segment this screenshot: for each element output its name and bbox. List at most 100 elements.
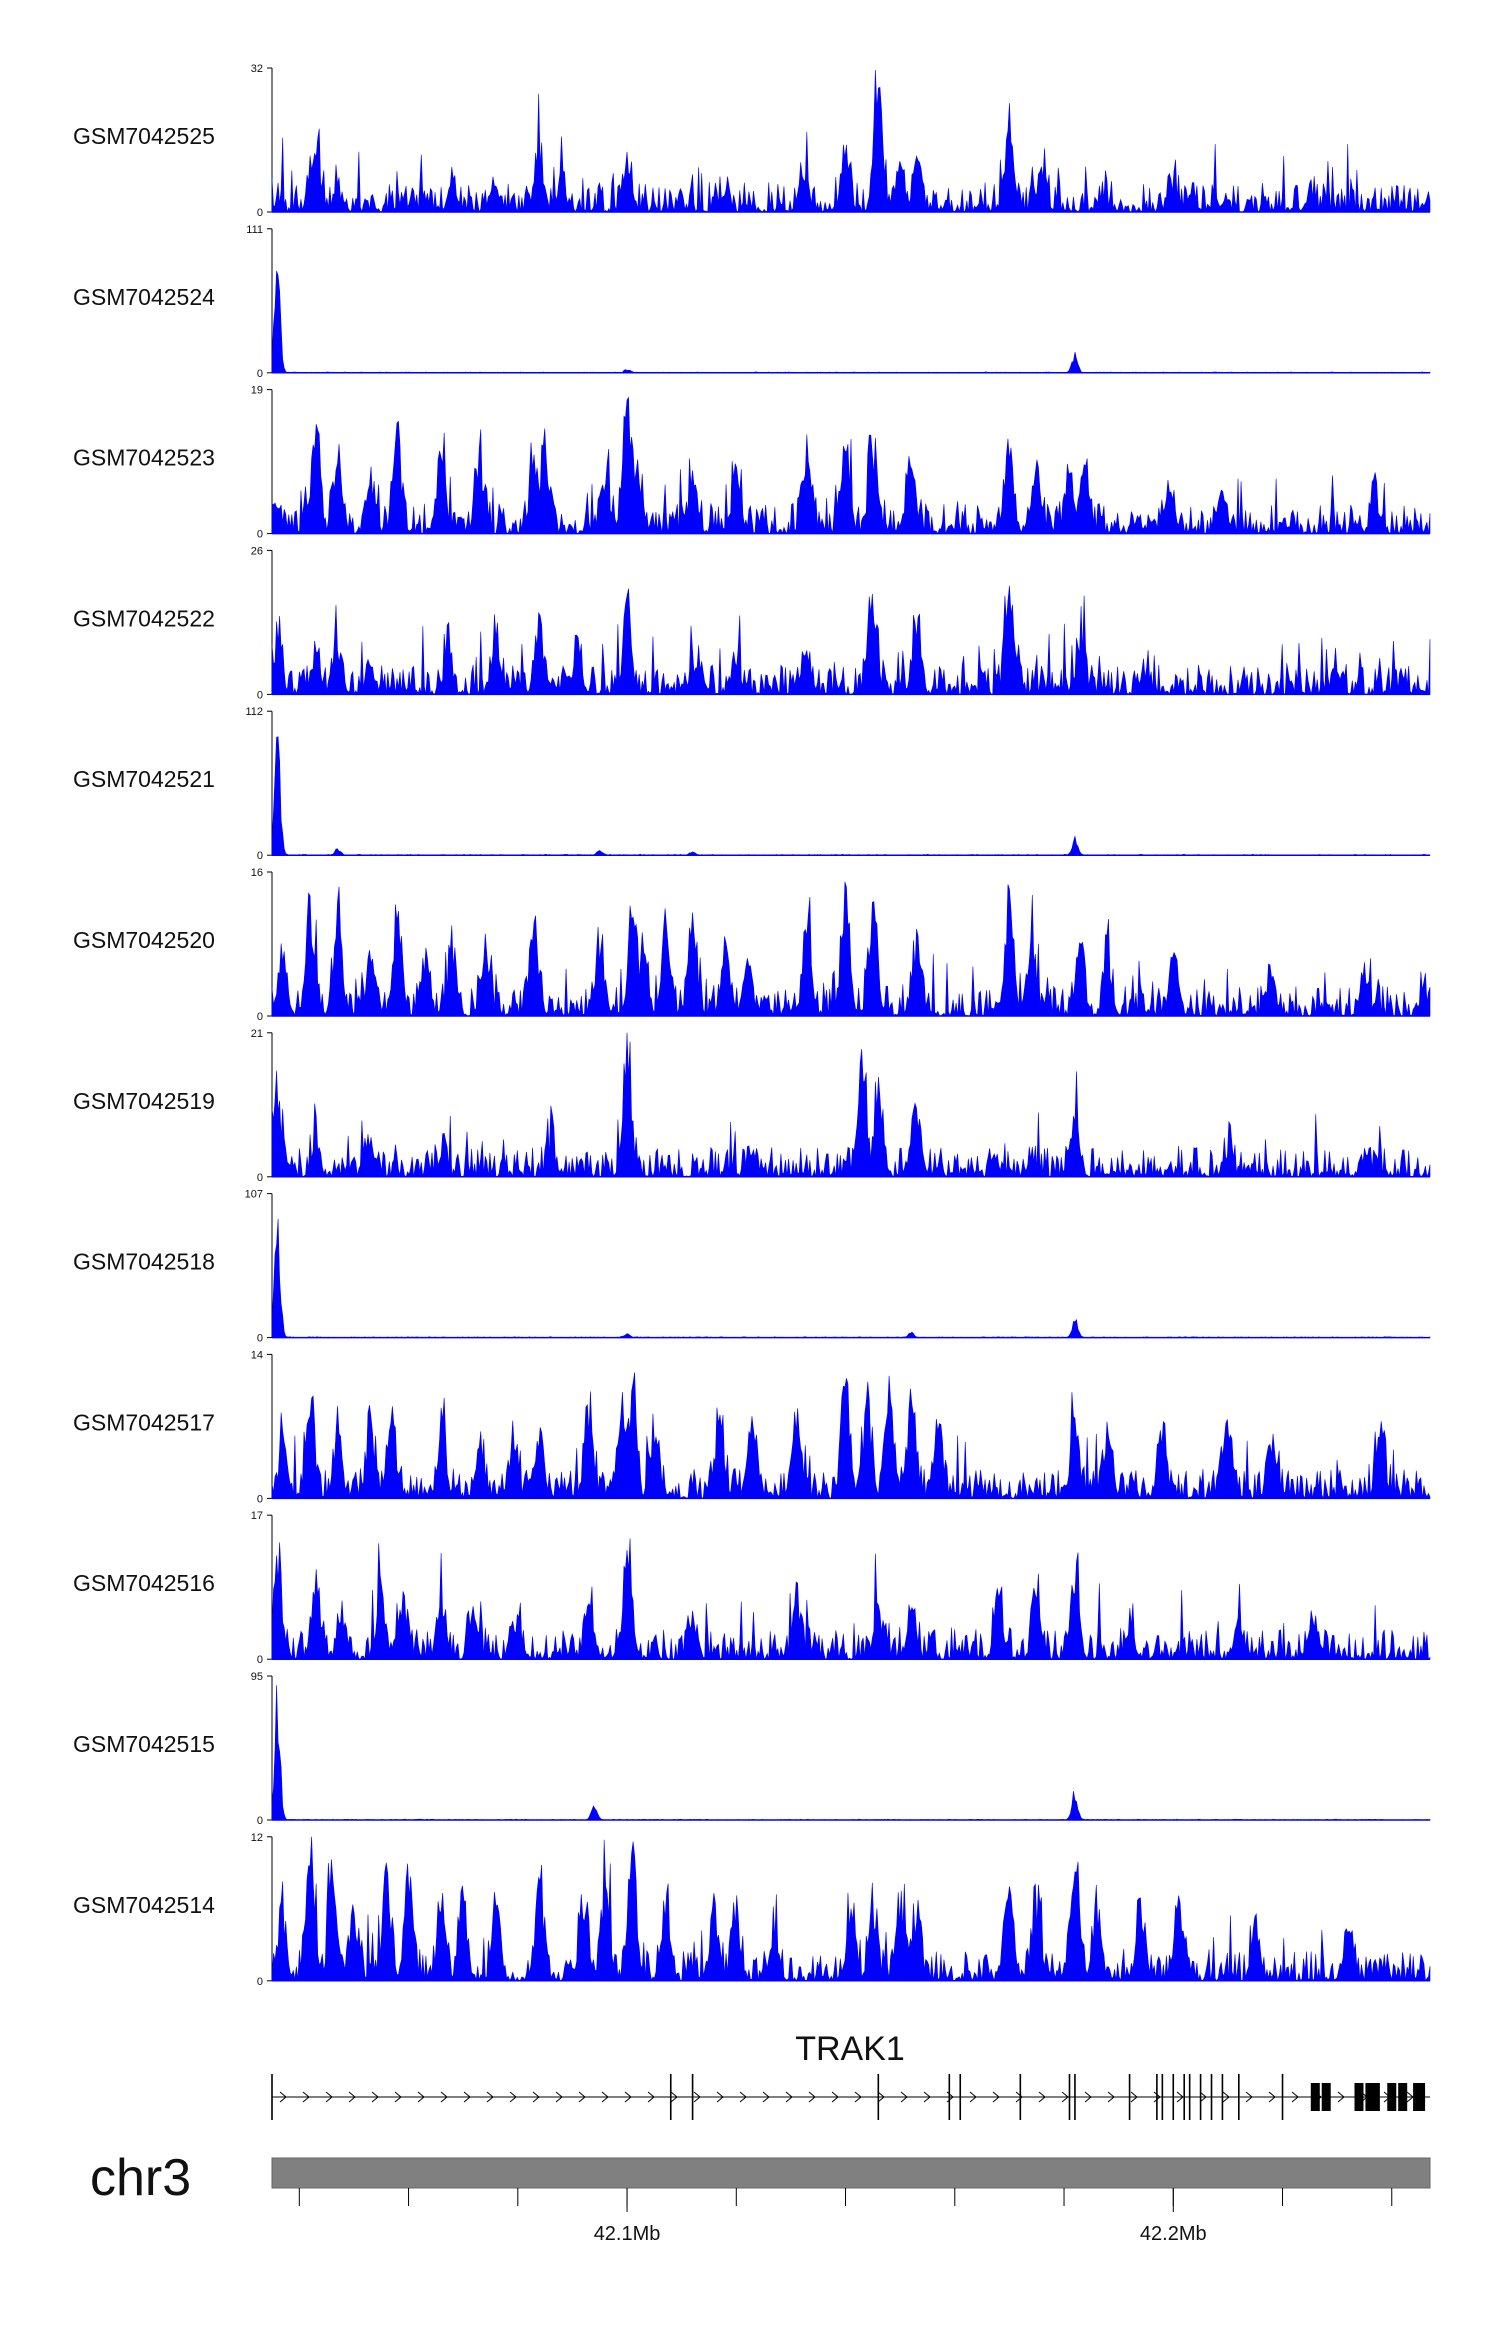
signal-area [271, 270, 1431, 374]
gene-exon [877, 2074, 880, 2120]
strand-arrow [624, 2091, 632, 2103]
signal-track: GSM7042523 19 0 [73, 385, 1431, 541]
y-axis-max-label: 21 [251, 1028, 263, 1040]
strand-arrow [463, 2091, 471, 2103]
gene-exon [1183, 2074, 1185, 2120]
y-axis-zero-label: 0 [257, 1011, 263, 1023]
strand-arrow [1337, 2091, 1345, 2103]
track-sample-label: GSM7042524 [73, 284, 215, 310]
strand-arrow [854, 2091, 862, 2103]
chromosome-bar [271, 2157, 1431, 2189]
chromosome-ideogram: chr3 42.1Mb 42.2Mb [90, 2149, 1431, 2245]
gene-exon [1068, 2074, 1071, 2120]
gene-exon [1128, 2074, 1131, 2120]
strand-arrow [900, 2091, 908, 2103]
signal-area [271, 736, 1431, 856]
gene-exon [1210, 2074, 1213, 2120]
signal-track: GSM7042525 32 0 [73, 63, 1431, 219]
gene-exon [959, 2074, 962, 2120]
track-sample-label: GSM7042523 [73, 445, 215, 471]
gene-track: TRAK1 [271, 2030, 1430, 2120]
strand-arrow [831, 2091, 839, 2103]
signal-area [271, 1538, 1431, 1660]
gene-exon [1354, 2083, 1364, 2111]
track-sample-label: GSM7042514 [73, 1892, 215, 1918]
gene-exon [1161, 2074, 1164, 2120]
gene-exon [1221, 2074, 1224, 2120]
y-axis-zero-label: 0 [257, 1654, 263, 1666]
strand-arrow [532, 2091, 540, 2103]
genome-axis: 42.1Mb 42.2Mb [298, 2188, 1393, 2245]
strand-arrow [1199, 2091, 1207, 2103]
strand-arrow [601, 2091, 609, 2103]
y-axis-max-label: 95 [251, 1671, 263, 1683]
chromosome-label: chr3 [90, 2149, 191, 2207]
strand-arrow [394, 2091, 402, 2103]
y-axis-zero-label: 0 [257, 1976, 263, 1988]
y-axis-zero-label: 0 [257, 1815, 263, 1827]
strand-arrow [417, 2091, 425, 2103]
strand-arrow [1107, 2091, 1115, 2103]
gene-exon [1188, 2074, 1191, 2120]
signal-track: GSM7042522 26 0 [73, 545, 1431, 701]
signal-area [271, 585, 1431, 696]
gene-exon [1365, 2083, 1375, 2111]
y-axis-max-label: 14 [251, 1349, 263, 1361]
signal-track: GSM7042524 111 0 [73, 224, 1431, 380]
gene-exon [669, 2074, 672, 2120]
y-axis-max-label: 32 [251, 63, 263, 75]
strand-arrow [1291, 2091, 1299, 2103]
gene-name-label: TRAK1 [795, 2030, 905, 2068]
gene-exon [1199, 2074, 1202, 2120]
strand-arrow [371, 2091, 379, 2103]
strand-arrow [992, 2091, 1000, 2103]
signal-track: GSM7042516 17 0 [73, 1510, 1431, 1666]
track-sample-label: GSM7042522 [73, 605, 215, 631]
y-axis-zero-label: 0 [257, 1172, 263, 1184]
strand-arrow [279, 2091, 287, 2103]
strand-arrow [325, 2091, 333, 2103]
track-sample-label: GSM7042525 [73, 123, 215, 149]
signal-track: GSM7042518 107 0 [73, 1189, 1431, 1345]
track-sample-label: GSM7042521 [73, 766, 215, 792]
y-axis-max-label: 12 [251, 1832, 263, 1844]
y-axis-max-label: 16 [251, 867, 263, 879]
gene-exon [1281, 2074, 1284, 2120]
strand-arrow [647, 2091, 655, 2103]
strand-arrow [486, 2091, 494, 2103]
gene-exon [1370, 2083, 1380, 2111]
strand-arrow [716, 2091, 724, 2103]
signal-track: GSM7042517 14 0 [73, 1349, 1431, 1505]
signal-track: GSM7042520 16 0 [73, 867, 1431, 1023]
strand-arrow [1268, 2091, 1276, 2103]
gene-exon [1398, 2083, 1408, 2111]
strand-arrow [440, 2091, 448, 2103]
strand-arrow [1245, 2091, 1253, 2103]
track-sample-label: GSM7042515 [73, 1731, 215, 1757]
strand-arrow [348, 2091, 356, 2103]
strand-arrow [670, 2091, 678, 2103]
track-sample-label: GSM7042518 [73, 1249, 215, 1275]
track-sample-label: GSM7042517 [73, 1409, 215, 1435]
signal-area [271, 1218, 1431, 1338]
signal-tracks: GSM7042525 32 0 GSM7042524 111 0 GSM7042523 19 0… [73, 63, 1431, 1988]
strand-arrow [1176, 2091, 1184, 2103]
y-axis-zero-label: 0 [257, 850, 263, 862]
gene-exon [1387, 2083, 1397, 2111]
gene-exon [1156, 2074, 1158, 2120]
strand-arrow [877, 2091, 885, 2103]
strand-arrow [739, 2091, 747, 2103]
signal-area [271, 1032, 1431, 1178]
strand-arrow [555, 2091, 563, 2103]
y-axis-max-label: 112 [245, 706, 263, 718]
genome-position-label: 42.1Mb [594, 2223, 661, 2245]
gene-exon [948, 2074, 951, 2120]
signal-track: GSM7042519 21 0 [73, 1028, 1431, 1184]
signal-area [271, 69, 1431, 213]
track-sample-label: GSM7042520 [73, 927, 215, 953]
y-axis-zero-label: 0 [257, 207, 263, 219]
strand-arrow [509, 2091, 517, 2103]
y-axis-max-label: 17 [251, 1510, 263, 1522]
signal-area [271, 1685, 1431, 1821]
